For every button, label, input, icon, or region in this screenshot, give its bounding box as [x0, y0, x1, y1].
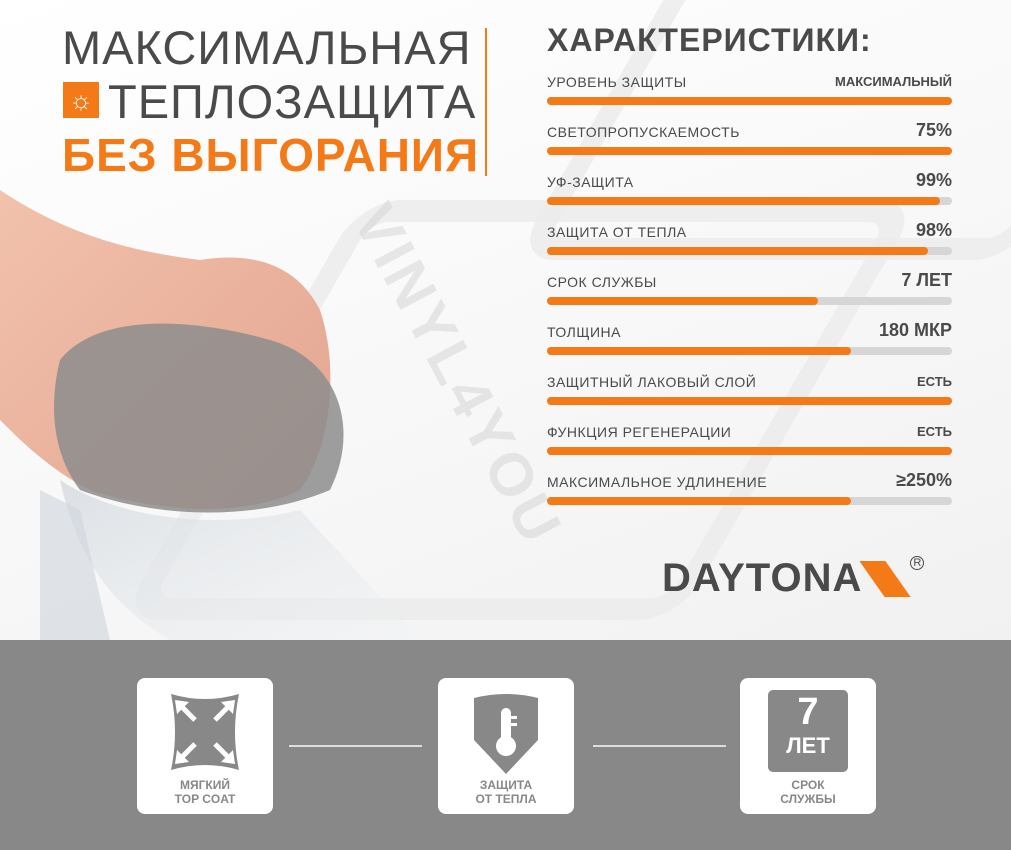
caption-line: СЛУЖБЫ — [780, 792, 836, 806]
progress-fill — [547, 197, 940, 205]
caption-line: МЯГКИЙ — [180, 778, 230, 792]
characteristic-label: МАКСИМАЛЬНОЕ УДЛИНЕНИЕ — [547, 474, 768, 490]
divider — [485, 28, 487, 176]
progress-fill — [547, 397, 952, 405]
years-badge-icon: 7 ЛЕТ — [768, 690, 848, 772]
connector-line — [289, 745, 422, 747]
characteristic-label: УФ-ЗАЩИТА — [547, 174, 634, 190]
feature-caption: МЯГКИЙ TOP COAT — [137, 778, 273, 806]
feature-heat-protection: ЗАЩИТА ОТ ТЕПЛА — [438, 678, 574, 814]
characteristic-label: УРОВЕНЬ ЗАЩИТЫ — [547, 74, 687, 90]
caption-line: ЗАЩИТА — [479, 778, 533, 792]
characteristic-value: ЕСТЬ — [916, 374, 952, 389]
characteristic-row: ТОЛЩИНА 180 МКР — [547, 320, 952, 364]
progress-fill — [547, 297, 819, 305]
logo-accent — [859, 560, 911, 597]
characteristics-title: ХАРАКТЕРИСТИКИ: — [547, 22, 872, 58]
headline-line-2: ТЕПЛОЗАЩИТА — [108, 75, 477, 128]
badge-number: 7 — [797, 691, 819, 733]
progress-track — [547, 147, 952, 155]
progress-fill — [547, 97, 952, 105]
characteristic-value: 98% — [915, 220, 952, 240]
features-bar: МЯГКИЙ TOP COAT ЗАЩИТА ОТ ТЕПЛА 7 ЛЕТ СРОК… — [0, 640, 1011, 850]
progress-track — [547, 397, 952, 405]
progress-fill — [547, 447, 952, 455]
feature-caption: СРОК СЛУЖБЫ — [740, 778, 876, 806]
progress-track — [547, 97, 952, 105]
progress-fill — [547, 347, 851, 355]
characteristic-row: МАКСИМАЛЬНОЕ УДЛИНЕНИЕ ≥250% — [547, 470, 952, 514]
badge-unit: ЛЕТ — [786, 733, 830, 758]
characteristic-row: СВЕТОПРОПУСКАЕМОСТЬ 75% — [547, 120, 952, 164]
characteristic-row: ЗАЩИТА ОТ ТЕПЛА 98% — [547, 220, 952, 264]
characteristic-row: УРОВЕНЬ ЗАЩИТЫ МАКСИМАЛЬНЫЙ — [547, 74, 952, 114]
characteristic-label: СРОК СЛУЖБЫ — [547, 274, 657, 290]
progress-fill — [547, 147, 952, 155]
characteristic-row: СРОК СЛУЖБЫ 7 ЛЕТ — [547, 270, 952, 314]
hero-section: VINYL4YOU — [0, 0, 1011, 640]
caption-line: ОТ ТЕПЛА — [475, 792, 537, 806]
progress-track — [547, 497, 952, 505]
stretch-arrows-icon — [171, 694, 239, 770]
progress-track — [547, 247, 952, 255]
thermometer-shield-icon — [474, 694, 538, 774]
characteristic-label: ЗАЩИТА ОТ ТЕПЛА — [547, 224, 687, 240]
characteristic-value: 180 МКР — [878, 320, 952, 340]
hand-stretching-film-image — [0, 190, 420, 640]
caption-line: СРОК — [791, 778, 825, 792]
progress-track — [547, 197, 952, 205]
progress-fill — [547, 247, 928, 255]
characteristic-value: 7 ЛЕТ — [901, 270, 952, 290]
progress-track — [547, 297, 952, 305]
feature-service-life: 7 ЛЕТ СРОК СЛУЖБЫ — [740, 678, 876, 814]
characteristic-value: ЕСТЬ — [916, 424, 952, 439]
feature-soft-top-coat: МЯГКИЙ TOP COAT — [137, 678, 273, 814]
characteristic-value: 75% — [915, 120, 952, 140]
characteristic-row: ЗАЩИТНЫЙ ЛАКОВЫЙ СЛОЙ ЕСТЬ — [547, 374, 952, 414]
characteristic-row: ФУНКЦИЯ РЕГЕНЕРАЦИИ ЕСТЬ — [547, 424, 952, 464]
characteristic-label: ТОЛЩИНА — [547, 324, 621, 340]
characteristic-label: ФУНКЦИЯ РЕГЕНЕРАЦИИ — [547, 424, 732, 440]
characteristic-label: ЗАЩИТНЫЙ ЛАКОВЫЙ СЛОЙ — [547, 374, 757, 390]
characteristic-value: 99% — [915, 170, 952, 190]
headline-line-1: МАКСИМАЛЬНАЯ — [62, 21, 472, 74]
progress-track — [547, 447, 952, 455]
feature-caption: ЗАЩИТА ОТ ТЕПЛА — [438, 778, 574, 806]
characteristic-value: МАКСИМАЛЬНЫЙ — [834, 74, 952, 89]
characteristic-row: УФ-ЗАЩИТА 99% — [547, 170, 952, 214]
progress-track — [547, 347, 952, 355]
logo-text: DAYTONA — [662, 556, 863, 600]
connector-line — [593, 745, 726, 747]
headline-line-3: БЕЗ ВЫГОРАНИЯ — [62, 129, 480, 181]
characteristic-value: ≥250% — [896, 470, 952, 490]
daytona-logo: DAYTONA R — [662, 556, 925, 601]
characteristic-label: СВЕТОПРОПУСКАЕМОСТЬ — [547, 124, 740, 140]
caption-line: TOP COAT — [174, 792, 236, 806]
sun-half-icon: ☼ — [63, 82, 99, 118]
progress-fill — [547, 497, 851, 505]
registered-icon: R — [910, 556, 925, 570]
